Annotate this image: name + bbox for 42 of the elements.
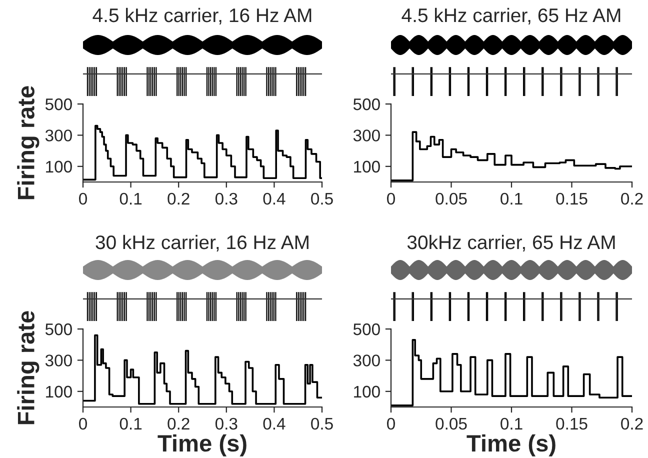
chart-title: 30 kHz carrier, 16 Hz AM	[96, 234, 308, 252]
y-tick-label: 500	[45, 323, 72, 336]
y-tick-label: 500	[45, 98, 72, 110]
x-axis-title: Time (s)	[158, 434, 246, 456]
x-tick-label: 0	[79, 192, 87, 205]
x-tick-label: 0.3	[215, 418, 238, 430]
x-axis-title: Time (s)	[466, 434, 556, 456]
x-tick-label: 0.5	[311, 192, 333, 205]
x-tick-label: 0	[387, 418, 395, 430]
chart-title: 4.5 kHz carrier, 65 Hz AM	[402, 8, 620, 25]
chart-title: 30kHz carrier, 65 Hz AM	[407, 234, 615, 252]
y-tick-label: 100	[354, 160, 380, 173]
x-tick-label: 0.05	[436, 192, 467, 205]
y-tick-label: 100	[46, 386, 72, 398]
y-tick-label: 100	[46, 160, 72, 173]
x-tick-label: 0.15	[556, 418, 588, 430]
y-tick-label: 500	[353, 323, 380, 336]
y-tick-label: 300	[45, 130, 72, 142]
x-tick-label: 0.1	[500, 418, 522, 430]
x-tick-label: 0.2	[621, 418, 643, 430]
x-tick-label: 0.2	[168, 192, 190, 205]
x-tick-label: 0.1	[120, 418, 142, 430]
y-tick-label: 100	[354, 386, 380, 398]
x-tick-label: 0.1	[120, 192, 142, 205]
x-tick-label: 0	[387, 192, 395, 205]
x-tick-label: 0.2	[621, 192, 643, 205]
x-tick-label: 0.4	[263, 418, 286, 430]
y-tick-label: 300	[45, 354, 72, 366]
x-tick-label: 0.3	[215, 192, 238, 205]
y-axis-title: Firing rate	[17, 86, 40, 200]
x-tick-label: 0.15	[556, 192, 588, 205]
x-tick-label: 0.5	[311, 418, 333, 430]
chart-title: 4.5 kHz carrier, 16 Hz AM	[92, 8, 312, 25]
y-tick-label: 300	[353, 354, 380, 366]
y-axis-title: Firing rate	[17, 311, 40, 424]
x-tick-label: 0.05	[436, 418, 467, 430]
y-tick-label: 300	[353, 130, 380, 142]
x-tick-label: 0.1	[500, 192, 522, 205]
x-tick-label: 0.2	[168, 418, 190, 430]
x-tick-label: 0	[79, 418, 87, 430]
x-tick-label: 0.4	[263, 192, 286, 205]
y-tick-label: 500	[353, 98, 380, 110]
